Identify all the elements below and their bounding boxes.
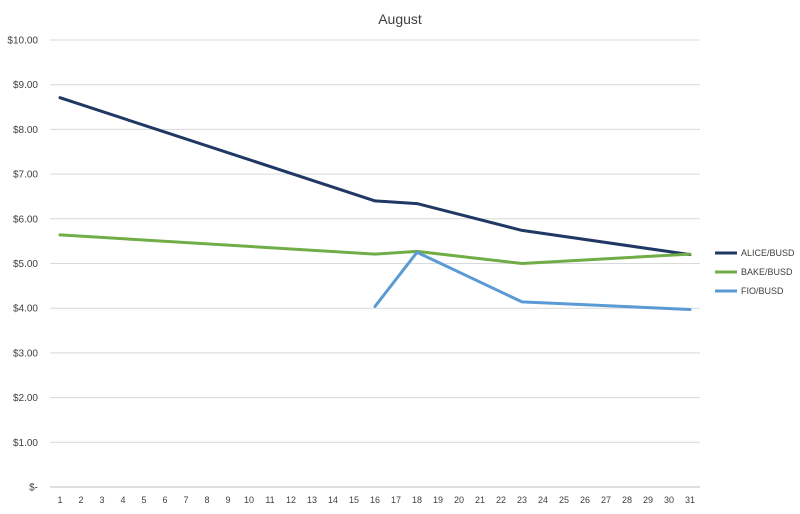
- x-tick-label: 29: [643, 495, 653, 505]
- x-tick-label: 10: [244, 495, 254, 505]
- x-tick-label: 25: [559, 495, 569, 505]
- y-axis-ticks: $- $1.00 $2.00 $3.00 $4.00 $5.00 $6.00 $7.00 $8.…: [7, 36, 38, 494]
- legend-label: FIO/BUSD: [741, 286, 784, 296]
- grid: [50, 39, 700, 488]
- legend: ALICE/BUSD BAKE/BUSD FIO/BUSD: [715, 248, 795, 296]
- x-axis-ticks: 1 2 3 4 5 6 7 8 9 10 11 12 13 14 15 16 17 18 19 20 21 22 23 24 2…: [57, 495, 695, 505]
- legend-label: ALICE/BUSD: [741, 248, 795, 258]
- x-tick-label: 2: [78, 495, 83, 505]
- x-tick-label: 5: [141, 495, 146, 505]
- legend-label: BAKE/BUSD: [741, 267, 793, 277]
- x-tick-label: 24: [538, 495, 548, 505]
- series-lines: [58, 96, 692, 311]
- x-tick-label: 20: [454, 495, 464, 505]
- y-tick-label: $8.00: [13, 125, 38, 136]
- y-tick-label: $-: [29, 483, 38, 494]
- y-tick-label: $3.00: [13, 348, 38, 359]
- x-tick-label: 12: [286, 495, 296, 505]
- x-tick-label: 11: [265, 495, 274, 505]
- x-tick-label: 13: [307, 495, 317, 505]
- x-tick-label: 23: [517, 495, 527, 505]
- x-tick-label: 7: [183, 495, 188, 505]
- x-tick-label: 9: [225, 495, 230, 505]
- x-tick-label: 14: [328, 495, 338, 505]
- x-tick-label: 27: [601, 495, 611, 505]
- y-tick-label: $1.00: [13, 438, 38, 449]
- series-line-fio-busd: [373, 250, 692, 311]
- x-tick-label: 16: [370, 495, 380, 505]
- x-tick-label: 15: [349, 495, 359, 505]
- y-tick-label: $6.00: [13, 214, 38, 225]
- y-tick-label: $2.00: [13, 393, 38, 404]
- x-tick-label: 6: [162, 495, 167, 505]
- x-tick-label: 22: [496, 495, 506, 505]
- series-line-bake-busd: [58, 233, 692, 265]
- series-line-alice-busd: [58, 96, 692, 257]
- x-tick-label: 19: [433, 495, 443, 505]
- x-tick-label: 18: [412, 495, 422, 505]
- x-tick-label: 28: [622, 495, 632, 505]
- y-tick-label: $4.00: [13, 304, 38, 315]
- chart-title: August: [378, 11, 422, 27]
- x-tick-label: 30: [664, 495, 674, 505]
- x-tick-label: 21: [475, 495, 485, 505]
- y-tick-label: $9.00: [13, 80, 38, 91]
- x-tick-label: 8: [204, 495, 209, 505]
- x-tick-label: 3: [99, 495, 104, 505]
- x-tick-label: 17: [391, 495, 401, 505]
- x-tick-label: 26: [580, 495, 590, 505]
- y-tick-label: $5.00: [13, 259, 38, 270]
- y-tick-label: $10.00: [7, 36, 38, 47]
- x-tick-label: 4: [120, 495, 125, 505]
- y-tick-label: $7.00: [13, 170, 38, 181]
- x-tick-label: 1: [57, 495, 62, 505]
- x-tick-label: 31: [685, 495, 695, 505]
